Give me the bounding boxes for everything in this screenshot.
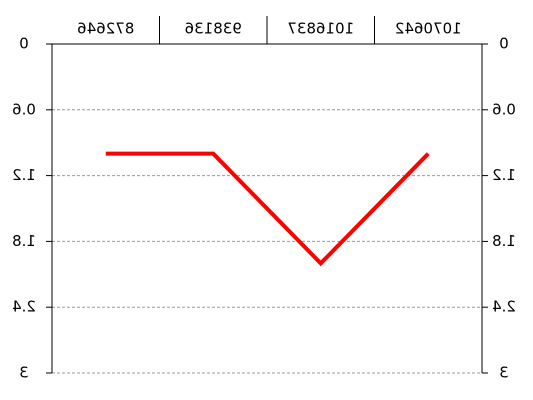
grid-lines (52, 109, 482, 374)
y-tick-label-right-0: 0 (499, 35, 509, 53)
x-tick-label-0: 872646 (77, 20, 134, 38)
x-tick-label-1-group: 938136 (185, 20, 242, 38)
y-tick-label-left-0: 0 (19, 35, 29, 53)
y-tick-label-right-1: 0.6 (492, 100, 516, 118)
y-tick-label-left-0-group: 0 (19, 35, 29, 53)
y-tick-label-right-4-group: 2.4 (492, 298, 516, 316)
y-tick-label-right-1-group: 0.6 (492, 100, 516, 118)
series-layer (105, 151, 430, 267)
y-tick-label-left-3: 1.8 (12, 232, 36, 250)
x-tick-label-2: 1016837 (287, 20, 354, 38)
y-tick-label-right-3: 1.8 (492, 232, 516, 250)
y-tick-label-left-4: 2.4 (12, 298, 36, 316)
y-tick-label-right-5: 3 (499, 364, 509, 382)
y-tick-label-right-2: 1.2 (492, 166, 516, 184)
y-tick-label-left-5: 3 (19, 364, 29, 382)
y-tick-label-left-2-group: 1.2 (12, 166, 36, 184)
y-tick-label-left-2: 1.2 (12, 166, 36, 184)
y-tick-label-left-1: 0.6 (12, 100, 36, 118)
series-line (105, 151, 430, 267)
y-tick-label-left-1-group: 0.6 (12, 100, 36, 118)
y-tick-label-left-3-group: 1.8 (12, 232, 36, 250)
x-tick-label-0-group: 872646 (77, 20, 134, 38)
y-tick-label-right-5-group: 3 (499, 364, 509, 382)
y-tick-label-right-0-group: 0 (499, 35, 509, 53)
y-tick-label-right-2-group: 1.2 (492, 166, 516, 184)
x-tick-label-3: 1070642 (395, 20, 462, 38)
y-tick-label-left-4-group: 2.4 (12, 298, 36, 316)
x-tick-label-1: 938136 (185, 20, 242, 38)
x-tick-label-2-group: 1016837 (287, 20, 354, 38)
y-tick-label-right-3-group: 1.8 (492, 232, 516, 250)
axes (46, 16, 488, 374)
x-tick-labels: 872646 938136 1016837 1070642 (77, 20, 462, 38)
y-tick-label-left-5-group: 3 (19, 364, 29, 382)
y-tick-labels: 0 0 0.6 0.6 1.2 1.2 1.8 1.8 2.4 2.4 3 3 (12, 35, 516, 382)
y-tick-label-right-4: 2.4 (492, 298, 516, 316)
x-tick-label-3-group: 1070642 (395, 20, 462, 38)
